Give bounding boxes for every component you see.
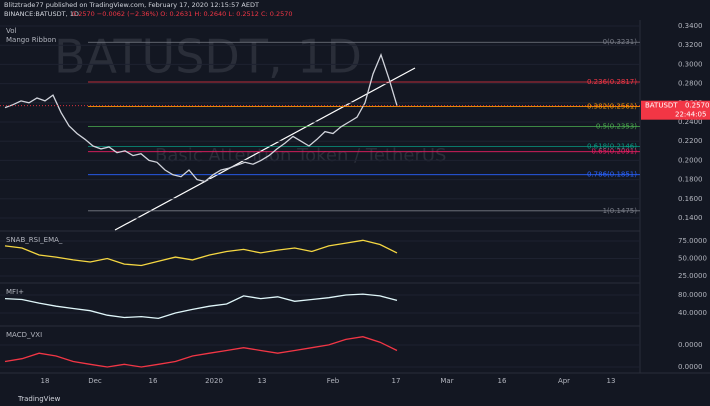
study-label: Vol	[6, 27, 17, 35]
countdown: 22:44:05	[675, 111, 706, 119]
fib-label: 1(0.1475)	[603, 207, 638, 215]
y-tick-label: 0.3400	[678, 22, 703, 30]
y-tick-label: 0.0000	[678, 341, 703, 349]
study-label: Mango Ribbon	[6, 36, 56, 44]
y-tick-label: 0.1400	[678, 214, 703, 222]
y-tick-label: 25.0000	[678, 272, 707, 280]
x-tick-label: 13	[607, 377, 616, 385]
x-tick-label: Feb	[327, 377, 340, 385]
pane-title: MACD_VXI	[6, 331, 42, 339]
last-price-box	[641, 100, 710, 120]
pane-title: MFI+	[6, 288, 24, 296]
x-tick-label: Mar	[440, 377, 453, 385]
last-price-label: 0.2570	[685, 102, 710, 110]
y-tick-label: 0.1800	[678, 176, 703, 184]
x-tick-label: 16	[149, 377, 158, 385]
fib-label: 0.382(0.2561)	[587, 103, 637, 111]
fib-label: 0.65(0.2091)	[591, 148, 637, 156]
x-tick-label: 2020	[205, 377, 223, 385]
x-tick-label: 16	[498, 377, 507, 385]
y-tick-label: 0.3200	[678, 41, 703, 49]
y-tick-label: 0.2000	[678, 156, 703, 164]
y-tick-label: 80.0000	[678, 291, 707, 299]
x-tick-label: Dec	[88, 377, 102, 385]
y-tick-label: 0.2400	[678, 118, 703, 126]
y-tick-label: 50.0000	[678, 255, 707, 263]
publisher: Blitztrade77 published on TradingView.co…	[4, 1, 259, 9]
symbol: BINANCE:BATUSDT, 1D	[4, 10, 79, 18]
y-tick-label: 40.0000	[678, 309, 707, 317]
y-tick-label: 0.3000	[678, 60, 703, 68]
y-tick-label: 75.0000	[678, 237, 707, 245]
footer-brand: TradingView	[17, 395, 61, 403]
x-tick-label: 17	[392, 377, 401, 385]
last-price-symbol: BATUSDT	[645, 102, 678, 110]
watermark-sub: Basic Attention Token / TetherUS	[155, 145, 446, 166]
price-line	[4, 293, 398, 320]
y-tick-label: 0.0000	[678, 363, 703, 371]
watermark: BATUSDT, 1D	[54, 30, 362, 84]
price-line	[4, 336, 398, 368]
fib-label: 0.618(0.2146)	[587, 142, 637, 150]
trend-line	[114, 67, 416, 231]
quote: 0.2570 −0.0062 (−2.36%) O: 0.2631 H: 0.2…	[72, 10, 293, 18]
y-tick-label: 0.2200	[678, 137, 703, 145]
fib-label: 0.786(0.1851)	[587, 171, 637, 179]
fib-label: 0.5(0.2353)	[596, 123, 637, 131]
x-tick-label: 18	[41, 377, 50, 385]
y-tick-label: 0.1600	[678, 195, 703, 203]
fib-label: 0.236(0.2817)	[587, 78, 637, 86]
price-line	[4, 239, 398, 267]
fib-label: 0(0.3231)	[603, 38, 638, 46]
y-tick-label: 0.2800	[678, 80, 703, 88]
pane-title: SNAB_RSI_EMA_	[6, 236, 63, 244]
x-tick-label: Apr	[558, 377, 570, 385]
x-tick-label: 13	[258, 377, 267, 385]
price-line	[4, 52, 398, 183]
